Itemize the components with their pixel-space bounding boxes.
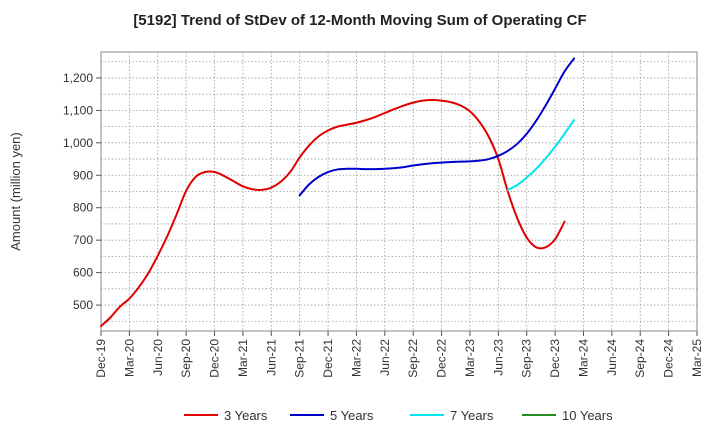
- x-tick-label: Dec-22: [435, 339, 449, 378]
- x-tick-label: Mar-25: [690, 339, 704, 377]
- x-tick-label: Jun-21: [264, 339, 278, 376]
- y-tick-label: 800: [73, 201, 93, 215]
- y-tick-label: 1,000: [63, 136, 93, 150]
- x-tick-label: Sep-20: [179, 339, 193, 378]
- x-tick-label: Sep-23: [520, 339, 534, 378]
- x-tick-label: Sep-22: [406, 339, 420, 378]
- y-tick-label: 700: [73, 233, 93, 247]
- plot-area-border: [100, 51, 698, 332]
- legend-label-10-years: 10 Years: [562, 408, 613, 423]
- x-tick-label: Jun-24: [605, 339, 619, 376]
- x-tick-label: Dec-20: [208, 339, 222, 378]
- x-tick-label: Jun-22: [378, 339, 392, 376]
- y-tick-label: 1,200: [63, 71, 93, 85]
- x-tick-label: Sep-21: [293, 339, 307, 378]
- x-tick-label: Mar-23: [463, 339, 477, 377]
- series-line-3-years: [100, 99, 566, 328]
- y-tick-label: 500: [73, 298, 93, 312]
- x-tick-label: Mar-20: [122, 339, 136, 377]
- y-axis-ticks: 500 600 700 800 900 1,000 1,100 1,200: [63, 71, 101, 312]
- x-tick-label: Dec-21: [321, 339, 335, 378]
- x-tick-label: Jun-23: [491, 339, 505, 376]
- x-tick-label: Dec-24: [662, 339, 676, 378]
- x-tick-label: Mar-21: [236, 339, 250, 377]
- legend: 3 Years 5 Years 7 Years 10 Years: [184, 408, 613, 423]
- legend-label-3-years: 3 Years: [224, 408, 268, 423]
- y-tick-label: 1,100: [63, 103, 93, 117]
- series-lines: [100, 57, 576, 328]
- x-tick-label: Jun-20: [151, 339, 165, 376]
- chart-title: [5192] Trend of StDev of 12-Month Moving…: [133, 12, 587, 29]
- y-tick-label: 600: [73, 266, 93, 280]
- series-line-5-years: [298, 57, 576, 197]
- x-tick-label: Mar-24: [576, 339, 590, 377]
- series-line-7-years: [506, 119, 576, 191]
- x-tick-label: Sep-24: [633, 339, 647, 378]
- y-axis-label: Amount (million yen): [8, 132, 23, 251]
- grid-lines: [101, 52, 697, 331]
- legend-label-5-years: 5 Years: [330, 408, 374, 423]
- x-tick-label: Dec-23: [548, 339, 562, 378]
- x-tick-label: Dec-19: [94, 339, 108, 378]
- legend-label-7-years: 7 Years: [450, 408, 494, 423]
- x-axis-ticks: Dec-19 Mar-20 Jun-20 Sep-20 Dec-20 Mar-21 Jun-…: [94, 331, 704, 378]
- x-tick-label: Mar-22: [349, 339, 363, 377]
- y-tick-label: 900: [73, 168, 93, 182]
